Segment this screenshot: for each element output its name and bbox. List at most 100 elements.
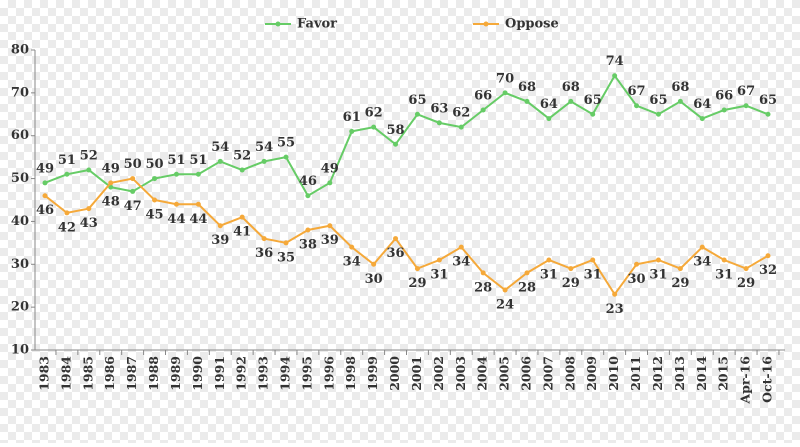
x-tick-label: 2004 [475, 356, 490, 391]
x-tick-label: 2015 [716, 356, 731, 391]
point [327, 180, 333, 186]
data-label: 30 [365, 272, 383, 287]
point [371, 261, 377, 267]
data-label: 31 [540, 268, 558, 283]
data-label: 29 [737, 276, 755, 291]
point [458, 244, 464, 250]
point [414, 266, 420, 272]
data-label: 29 [408, 276, 426, 291]
point [42, 180, 48, 186]
data-label: 68 [671, 80, 689, 95]
data-label: 39 [321, 233, 339, 248]
data-label: 31 [430, 268, 448, 283]
x-tick-label: 1984 [58, 356, 73, 391]
point [327, 223, 333, 229]
point [502, 90, 508, 96]
x-tick-label: 1990 [190, 356, 205, 391]
data-label: 35 [277, 250, 295, 265]
point [283, 154, 289, 160]
data-label: 44 [167, 212, 185, 227]
point [590, 111, 596, 117]
data-label: 65 [584, 93, 602, 108]
data-label: 50 [124, 157, 142, 172]
data-label: 55 [277, 136, 295, 151]
point [480, 270, 486, 276]
data-label: 34 [343, 255, 361, 270]
point [765, 111, 771, 117]
x-tick-label: 1985 [80, 356, 95, 391]
data-label: 51 [167, 153, 185, 168]
data-label: 74 [606, 54, 624, 69]
point [130, 176, 136, 182]
y-tick-label: 20 [11, 300, 29, 315]
y-tick-label: 70 [11, 85, 29, 100]
series-line [44, 73, 769, 198]
data-label: 52 [80, 149, 98, 164]
y-tick-label: 60 [11, 128, 29, 143]
point [436, 120, 442, 126]
point [393, 236, 399, 242]
data-label: 24 [496, 298, 514, 313]
data-label: 49 [321, 161, 339, 176]
point [349, 128, 355, 134]
point [721, 257, 727, 263]
point [634, 103, 640, 109]
data-label: 38 [299, 238, 317, 253]
data-label: 42 [58, 220, 76, 235]
x-tick-label: 1992 [234, 356, 249, 391]
y-tick-label: 10 [11, 343, 29, 358]
point [655, 257, 661, 263]
data-label: 51 [58, 153, 76, 168]
data-label: 34 [693, 255, 711, 270]
point [283, 240, 289, 246]
point [524, 98, 530, 104]
point [173, 201, 179, 207]
x-tick-label: 1994 [278, 356, 293, 391]
point [743, 266, 749, 272]
point [173, 171, 179, 177]
point [130, 188, 136, 194]
data-label: 65 [759, 93, 777, 108]
legend-label: Oppose [505, 17, 559, 32]
x-tick-label: 2005 [497, 356, 512, 391]
data-label: 29 [671, 276, 689, 291]
x-tick-label: 1993 [256, 356, 271, 391]
data-label: 63 [430, 101, 448, 116]
x-tick-label: 2003 [453, 356, 468, 391]
point [590, 257, 596, 263]
point [152, 197, 158, 203]
point [152, 176, 158, 182]
x-tick-label: 1998 [343, 356, 358, 391]
legend-label: Favor [297, 17, 337, 32]
point [699, 244, 705, 250]
data-label: 62 [365, 106, 383, 121]
data-label: 58 [386, 123, 404, 138]
data-label: 67 [737, 84, 755, 99]
point [86, 206, 92, 212]
point [677, 98, 683, 104]
point [524, 270, 530, 276]
x-tick-label: 1986 [102, 356, 117, 391]
data-label: 64 [540, 97, 558, 112]
x-tick-label: 2001 [409, 356, 424, 391]
data-label: 54 [255, 140, 273, 155]
x-tick-label: 1989 [168, 356, 183, 391]
data-label: 32 [759, 263, 777, 278]
x-tick-label: 2010 [606, 356, 621, 391]
point [568, 266, 574, 272]
x-tick-label: 2014 [694, 356, 709, 391]
x-tick-label: 2002 [431, 356, 446, 391]
point [261, 158, 267, 164]
point [546, 257, 552, 263]
data-label: 65 [649, 93, 667, 108]
point [436, 257, 442, 263]
point [546, 116, 552, 122]
x-tick-label: Oct-16 [760, 356, 775, 403]
legend-marker [483, 21, 489, 27]
data-label: 31 [584, 268, 602, 283]
point [677, 266, 683, 272]
point [239, 167, 245, 173]
point [414, 111, 420, 117]
data-label: 46 [36, 203, 54, 218]
